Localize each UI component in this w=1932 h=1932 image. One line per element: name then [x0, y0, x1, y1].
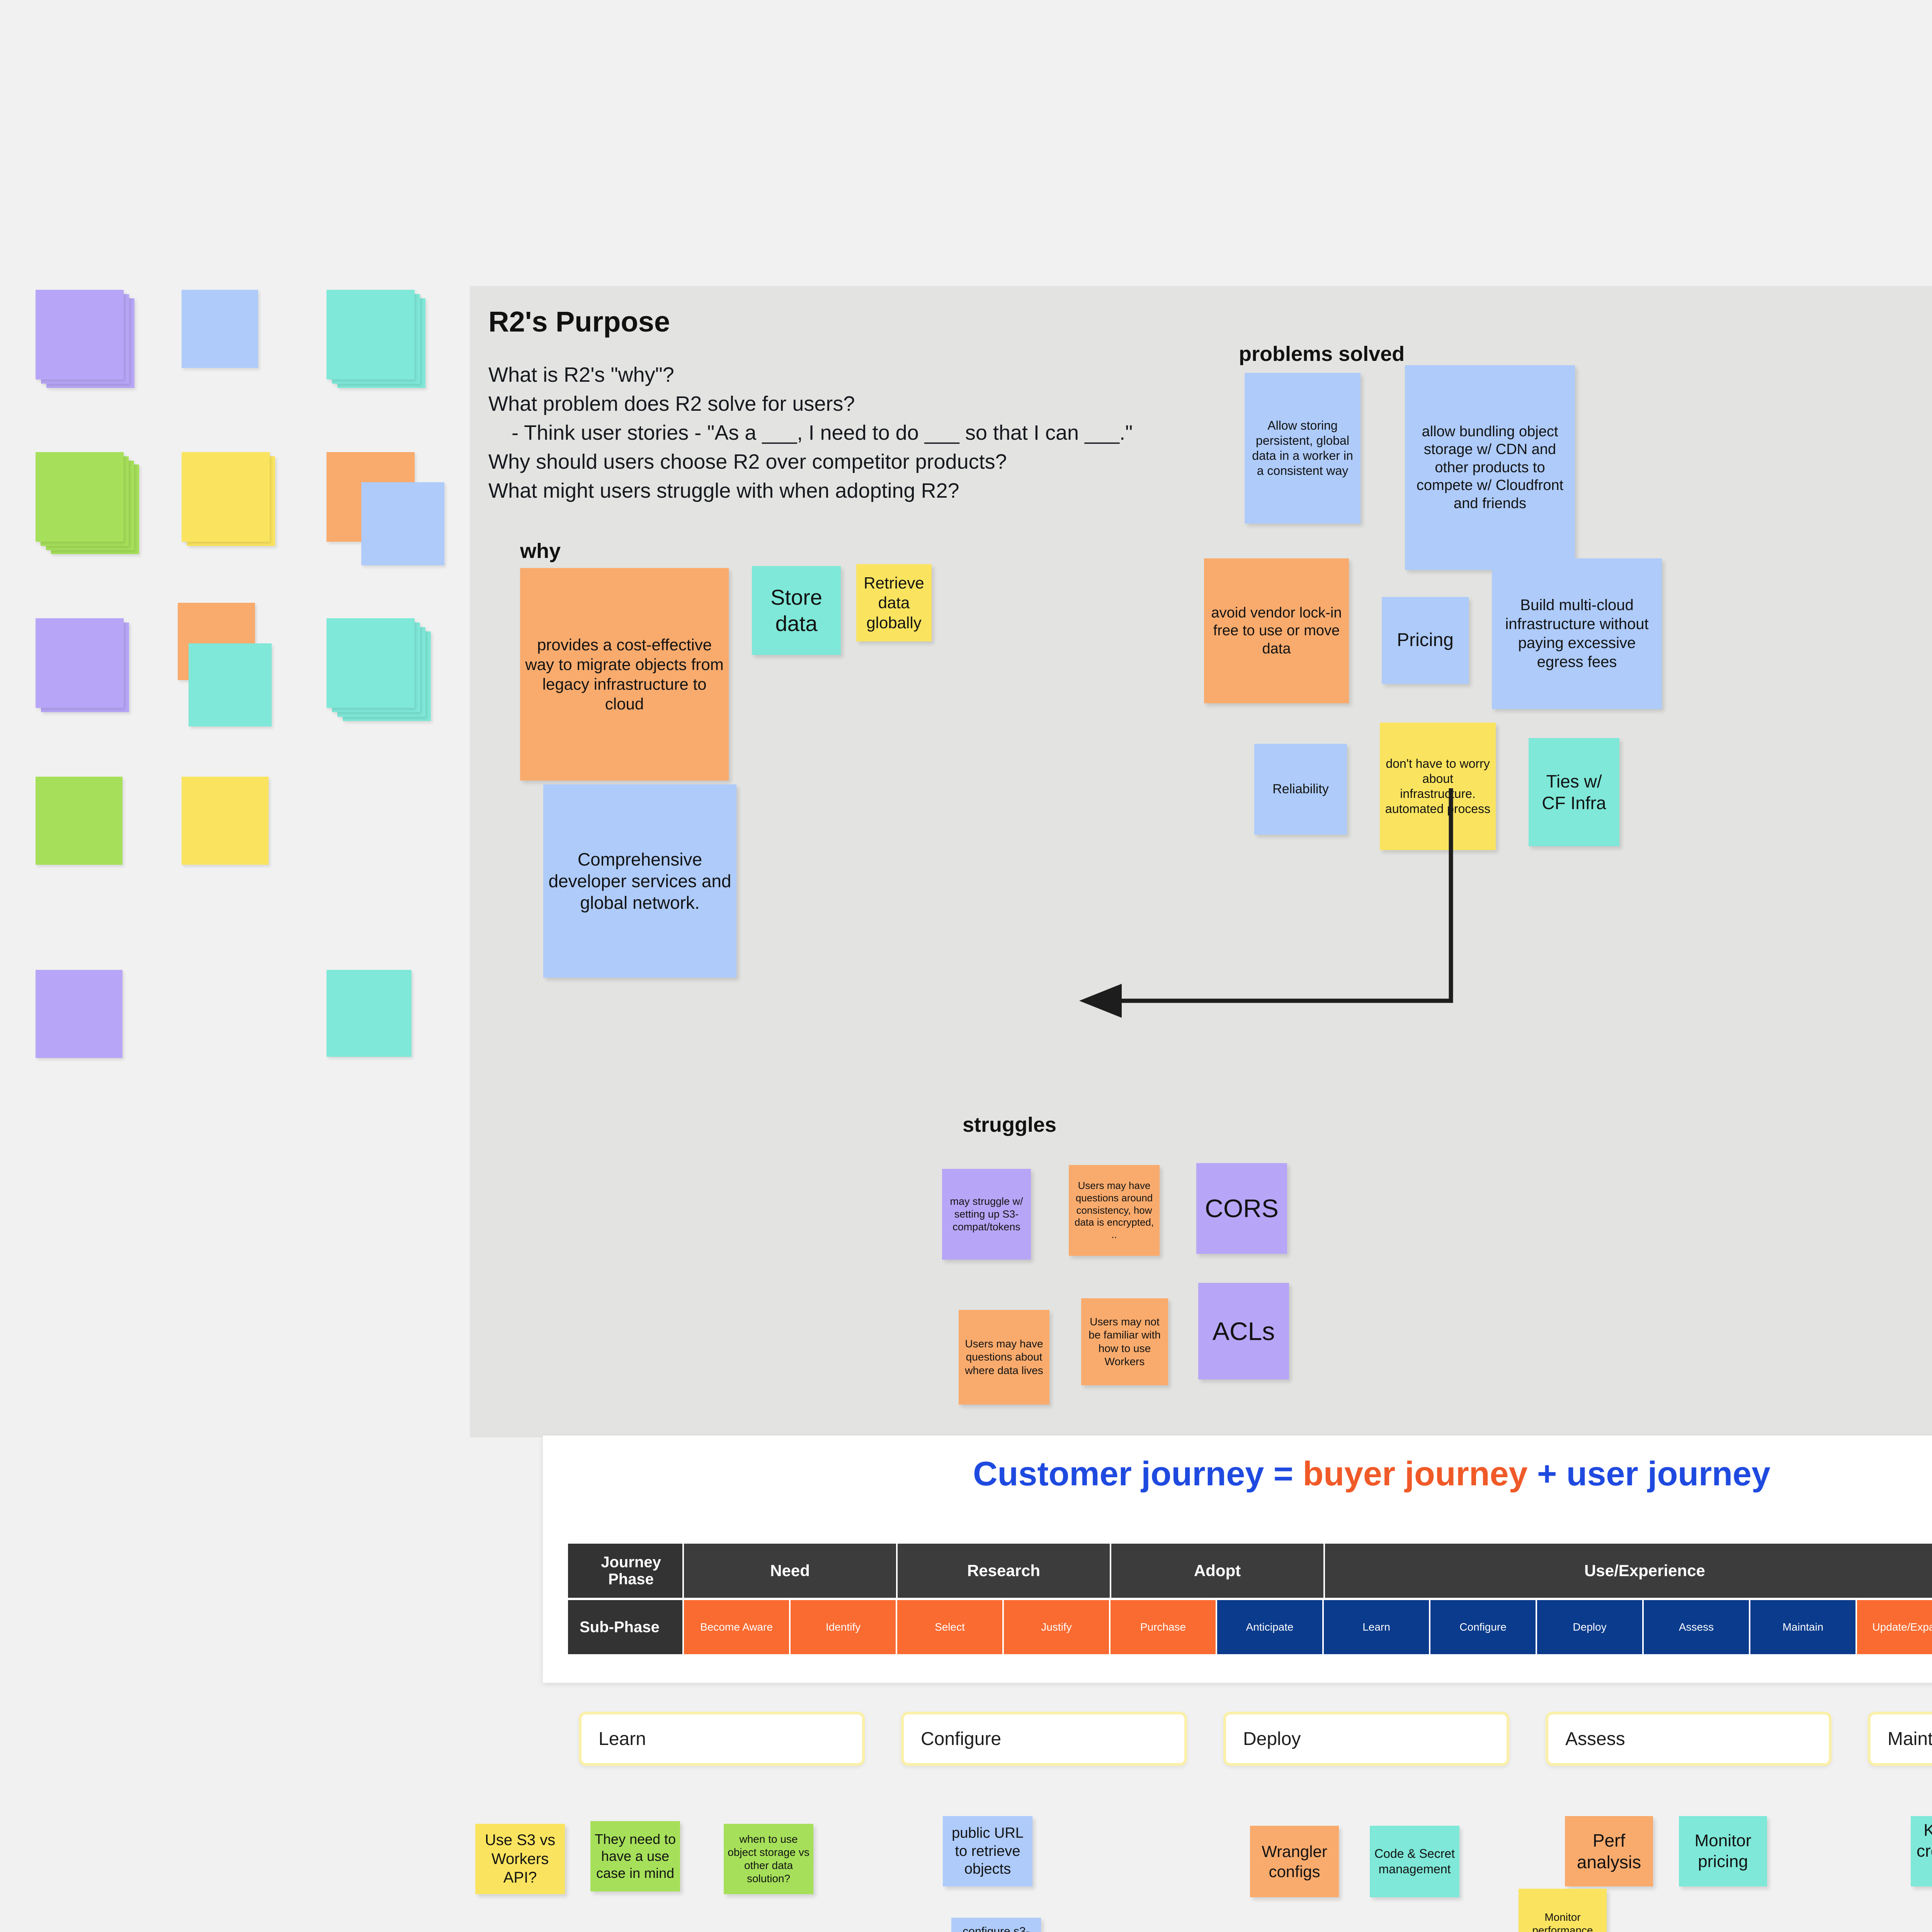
purpose-question: What is R2's "why"? [488, 363, 674, 386]
sticky-note[interactable]: CORS [1196, 1163, 1287, 1254]
sticky-note[interactable]: Build multi-cloud infrastructure without… [1492, 558, 1662, 709]
subphase-cell[interactable]: Identify [791, 1600, 897, 1654]
sticky-note[interactable]: Wrangler configs [1250, 1826, 1339, 1897]
row-label-phase: Journey Phase [568, 1544, 684, 1598]
journey-phase-row: Journey Phase Need Research Adopt Use/Ex… [568, 1544, 1932, 1598]
sticky-note[interactable]: They need to have a use case in mind [590, 1821, 680, 1891]
customer-journey-card: Customer journey = buyer journey + user … [543, 1435, 1932, 1683]
journey-phase-cell[interactable]: Adopt [1111, 1544, 1325, 1598]
journey-heading-equals: = [1273, 1454, 1293, 1493]
journey-phase-cell[interactable]: Need [684, 1544, 898, 1598]
journey-heading-part2: buyer journey [1303, 1454, 1528, 1493]
sticky-note[interactable]: Comprehensive developer services and glo… [543, 784, 736, 978]
purpose-question: What problem does R2 solve for users? [488, 392, 855, 415]
sticky-note[interactable]: Pricing [1382, 597, 1469, 684]
page-title: R2's Purpose [488, 306, 670, 338]
sticky-note[interactable]: Users may have questions around consiste… [1069, 1165, 1160, 1256]
subphase-cell[interactable]: Justify [1004, 1600, 1111, 1654]
sticky-note[interactable]: configure s3-isms (r2 hostname w/ accoun… [951, 1918, 1041, 1932]
journey-heading-part1: Customer journey [973, 1454, 1264, 1493]
sticky-note[interactable]: Use S3 vs Workers API? [475, 1824, 565, 1894]
sticky-note[interactable]: may struggle w/ setting up S3-compat/tok… [942, 1169, 1031, 1260]
r2-purpose-board: R2's Purpose What is R2's "why"? What pr… [470, 286, 1932, 1437]
why-label: why [520, 539, 561, 563]
subphase-cell[interactable]: Deploy [1537, 1600, 1644, 1654]
subphase-cell[interactable]: Purchase [1111, 1600, 1217, 1654]
sticky-note[interactable]: Monitor pricing [1679, 1816, 1767, 1886]
sticky-note[interactable]: when to use object storage vs other data… [724, 1824, 813, 1894]
journey-table: Journey Phase Need Research Adopt Use/Ex… [568, 1544, 1932, 1656]
column-header-configure[interactable]: Configure [901, 1712, 1187, 1766]
sticky-note[interactable]: public URL to retrieve objects [943, 1816, 1032, 1886]
journey-phase-cell[interactable]: Research [898, 1544, 1111, 1598]
purpose-question: What might users struggle with when adop… [488, 479, 959, 502]
purpose-question: Why should users choose R2 over competit… [488, 450, 1007, 473]
column-header-maintain[interactable]: Maintain [1868, 1712, 1932, 1766]
subphase-cell[interactable]: Maintain [1750, 1600, 1857, 1654]
subphase-cell[interactable]: Update/Expand [1857, 1600, 1932, 1654]
subphase-cell[interactable]: Learn [1324, 1600, 1430, 1654]
sticky-note[interactable]: Allow storing persistent, global data in… [1245, 373, 1361, 524]
subphase-cell[interactable]: Assess [1644, 1600, 1750, 1654]
sticky-note[interactable]: Reliability [1254, 744, 1347, 835]
sticky-note[interactable]: avoid vendor lock-in free to use or move… [1204, 558, 1349, 703]
journey-heading-part3: user journey [1566, 1454, 1770, 1493]
sticky-note[interactable]: Code & Secret management [1370, 1826, 1459, 1897]
problems-solved-label: problems solved [1239, 342, 1405, 366]
subphase-cell[interactable]: Become Aware [684, 1600, 791, 1654]
sticky-note[interactable]: Perf analysis [1565, 1816, 1653, 1886]
sticky-note[interactable]: Users may not be familiar with how to us… [1081, 1298, 1168, 1385]
journey-heading: Customer journey = buyer journey + user … [543, 1454, 1932, 1493]
journey-phase-cell[interactable]: Use/Experience [1325, 1544, 1932, 1598]
sticky-note[interactable]: Store data [752, 566, 841, 655]
sticky-note[interactable]: ACLs [1198, 1283, 1289, 1379]
sticky-note[interactable]: Ties w/ CF Infra [1529, 738, 1619, 846]
subphase-cell[interactable]: Select [897, 1600, 1004, 1654]
row-label-subphase: Sub-Phase [568, 1600, 684, 1654]
journey-subphase-row: Sub-Phase Become Aware Identify Select J… [568, 1600, 1932, 1654]
struggles-label: struggles [963, 1113, 1057, 1136]
sticky-note[interactable]: don't have to worry about infrastructure… [1380, 723, 1496, 850]
sticky-note[interactable]: Retrieve data globally [856, 564, 932, 641]
sticky-note[interactable]: provides a cost-effective way to migrate… [520, 568, 729, 781]
subphase-cell[interactable]: Configure [1430, 1600, 1537, 1654]
sticky-note[interactable]: Monitor performance [1519, 1889, 1607, 1932]
journey-heading-plus: + [1537, 1454, 1557, 1493]
purpose-question: - Think user stories - "As a ___, I need… [488, 421, 1133, 444]
column-header-learn[interactable]: Learn [579, 1712, 865, 1766]
sticky-note[interactable]: Keep yo credit limit up [1911, 1816, 1932, 1886]
sticky-note[interactable]: Users may have questions about where dat… [959, 1310, 1049, 1405]
sticky-note[interactable]: allow bundling object storage w/ CDN and… [1405, 365, 1575, 570]
column-header-deploy[interactable]: Deploy [1223, 1712, 1509, 1766]
subphase-cell[interactable]: Anticipate [1217, 1600, 1324, 1654]
column-header-assess[interactable]: Assess [1546, 1712, 1832, 1766]
